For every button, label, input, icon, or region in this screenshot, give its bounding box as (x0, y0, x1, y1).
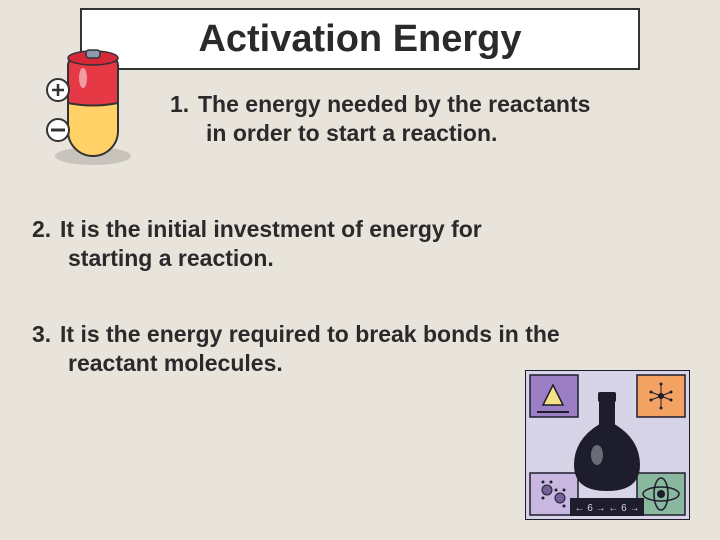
point-text-cont: starting a reaction. (32, 244, 692, 273)
point-number: 2. (32, 215, 60, 244)
point-number: 1. (170, 90, 198, 119)
point-text-cont: in order to start a reaction. (170, 119, 690, 148)
bullet-point-3: 3.It is the energy required to break bon… (32, 320, 692, 378)
slide-title: Activation Energy (198, 18, 521, 61)
svg-text:← 6 → ← 6 →: ← 6 → ← 6 → (574, 503, 639, 514)
point-text: It is the initial investment of energy f… (60, 216, 482, 242)
battery-icon (38, 48, 158, 168)
point-text: It is the energy required to break bonds… (60, 321, 560, 347)
title-box: Activation Energy (80, 8, 640, 70)
point-number: 3. (32, 320, 60, 349)
point-text: The energy needed by the reactants (198, 91, 590, 117)
science-clipart-icon: ← 6 → ← 6 → (525, 370, 690, 520)
bullet-point-1: 1.The energy needed by the reactants in … (170, 90, 690, 148)
bullet-point-2: 2.It is the initial investment of energy… (32, 215, 692, 273)
